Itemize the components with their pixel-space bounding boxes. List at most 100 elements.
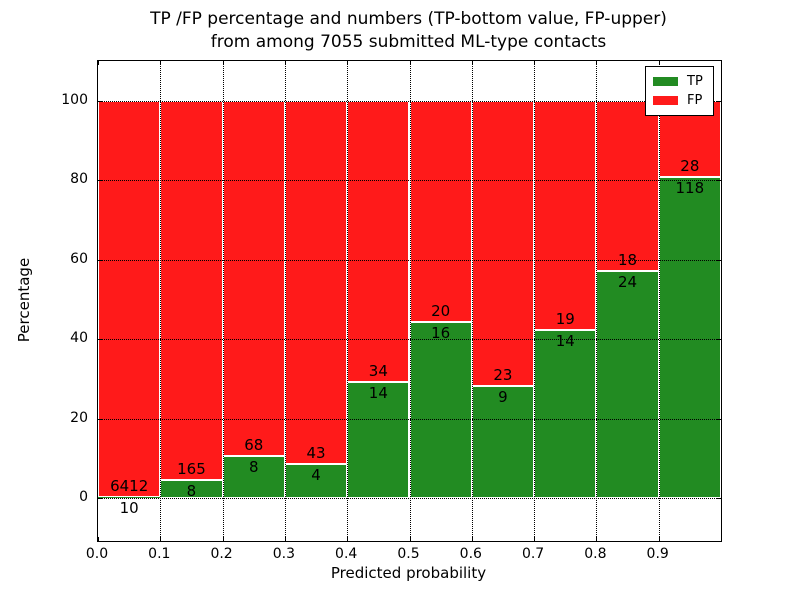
gridline-vertical [160, 61, 162, 541]
bar-fp-segment [284, 101, 348, 465]
bar-tp-segment [347, 382, 410, 498]
bar-tp-segment [534, 329, 597, 498]
tp-count-label: 9 [498, 388, 508, 407]
x-tick-label: 0.2 [210, 546, 233, 562]
tick-mark [471, 61, 473, 65]
tick-mark [284, 61, 286, 65]
fp-count-label: 28 [680, 157, 700, 176]
bar-fp-segment [160, 101, 223, 480]
tick-mark [98, 101, 102, 102]
bar-tp-segment [284, 464, 348, 498]
fp-count-label: 18 [618, 251, 638, 270]
y-tick-label: 40 [70, 330, 88, 347]
tick-mark [98, 180, 102, 182]
y-tick-label: 60 [70, 250, 88, 267]
tick-mark [717, 101, 721, 102]
x-tick-label: 0.5 [397, 546, 420, 562]
tick-mark [534, 61, 536, 65]
tick-mark [98, 418, 102, 420]
bar-tp-segment [596, 271, 659, 498]
tick-mark [717, 418, 721, 420]
bar-tp-segment [658, 177, 721, 498]
x-axis-label: Predicted probability [330, 564, 487, 582]
tp-count-label: 118 [675, 179, 705, 198]
tick-mark [160, 537, 162, 541]
fp-count-label: 34 [368, 362, 388, 381]
tp-count-label: 14 [555, 331, 575, 350]
tick-mark [409, 61, 411, 65]
tick-mark [717, 339, 721, 341]
x-tick-label: 0.4 [335, 546, 358, 562]
fp-count-label: 68 [244, 436, 264, 455]
x-tick-label: 0.6 [459, 546, 482, 562]
tick-mark [658, 537, 660, 541]
tick-mark [717, 498, 721, 499]
tick-mark [98, 259, 102, 261]
fp-count-label: 6412 [110, 477, 149, 496]
tick-mark [596, 537, 598, 541]
tick-mark [98, 339, 102, 341]
bar-fp-segment [409, 101, 472, 322]
gridline-vertical [284, 61, 286, 541]
gridline-vertical [409, 61, 411, 541]
y-tick-label: 100 [61, 92, 88, 108]
bar-tp-segment [98, 497, 161, 498]
x-tick-label: 0.1 [148, 546, 171, 562]
gridline-vertical [596, 61, 598, 541]
tp-count-label: 10 [119, 499, 139, 518]
gridline-vertical [534, 61, 536, 541]
tick-mark [222, 61, 224, 65]
chart-title-line1: TP /FP percentage and numbers (TP-bottom… [150, 9, 667, 29]
legend-label-fp: FP [687, 93, 703, 108]
bar-fp-segment [222, 101, 285, 457]
tp-count-label: 4 [311, 466, 321, 485]
tp-count-label: 8 [186, 481, 197, 500]
bar-fp-segment [534, 101, 597, 330]
bar-tp-segment [409, 321, 472, 498]
x-tick-label: 0.7 [521, 546, 545, 562]
chart-title: TP /FP percentage and numbers (TP-bottom… [97, 8, 720, 54]
gridline-vertical [658, 61, 660, 541]
tick-mark [160, 61, 162, 65]
x-tick-label: 0.8 [584, 546, 607, 562]
y-axis-label: Percentage [15, 257, 33, 343]
tick-mark [347, 61, 349, 65]
tick-mark [717, 259, 721, 261]
tick-mark [471, 537, 473, 541]
tick-mark [717, 180, 721, 182]
fp-count-label: 20 [431, 301, 451, 320]
tick-mark [98, 498, 102, 499]
bar-fp-segment [471, 101, 535, 387]
tp-swatch-icon [653, 77, 678, 86]
tp-count-label: 8 [248, 458, 259, 477]
tick-mark [222, 537, 224, 541]
tick-mark [596, 61, 598, 65]
legend-entry-fp: FP [653, 91, 706, 110]
tick-mark [658, 61, 660, 65]
tick-mark [284, 537, 286, 541]
plot-area: 6412 10 165 8 68 8 43 4 34 14 20 16 23 9 19 14 18 24 28 118 [97, 60, 722, 542]
tp-count-label: 14 [368, 384, 388, 403]
legend: TP FP [645, 66, 714, 116]
tick-mark [347, 537, 349, 541]
chart-title-line2: from among 7055 submitted ML-type contac… [210, 32, 607, 52]
x-tick-label: 0.3 [272, 546, 296, 562]
tick-mark [98, 537, 99, 541]
gridline-vertical [347, 61, 349, 541]
fp-count-label: 43 [306, 444, 326, 463]
x-tick-label: 0.9 [646, 546, 669, 562]
gridline-vertical [222, 61, 224, 541]
bar-fp-segment [596, 101, 659, 272]
legend-entry-tp: TP [653, 72, 706, 91]
gridline-vertical [471, 61, 473, 541]
fp-count-label: 165 [177, 459, 206, 478]
tp-count-label: 24 [618, 273, 638, 292]
x-tick-label: 0.0 [85, 546, 109, 562]
y-tick-label: 20 [70, 409, 88, 426]
y-tick-label: 0 [79, 489, 88, 505]
fp-count-label: 23 [493, 366, 513, 385]
bar-fp-segment [347, 101, 410, 383]
tick-mark [409, 537, 411, 541]
fp-swatch-icon [653, 96, 678, 105]
